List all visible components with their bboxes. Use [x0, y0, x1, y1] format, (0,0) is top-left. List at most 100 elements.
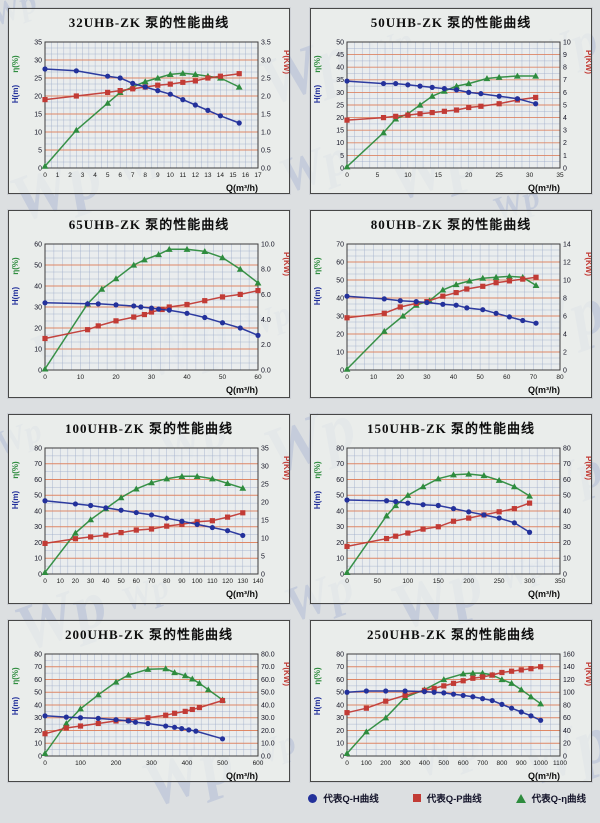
svg-text:60: 60	[563, 477, 571, 484]
svg-text:5: 5	[563, 102, 567, 109]
svg-text:60: 60	[34, 241, 42, 248]
svg-text:200: 200	[463, 578, 474, 585]
svg-text:11: 11	[179, 172, 186, 179]
svg-text:30: 30	[148, 374, 156, 381]
svg-text:3.5: 3.5	[261, 39, 271, 46]
svg-text:0: 0	[345, 760, 349, 767]
qeta-legend-label: 代表Q-η曲线	[531, 794, 586, 805]
qp-legend-label: 代表Q-P曲线	[426, 794, 482, 805]
svg-text:0: 0	[340, 165, 344, 172]
svg-text:20: 20	[563, 540, 571, 547]
svg-text:0: 0	[340, 571, 344, 578]
svg-text:10: 10	[336, 741, 344, 748]
svg-text:70: 70	[336, 664, 344, 671]
svg-text:35: 35	[261, 445, 269, 452]
svg-text:0.0: 0.0	[261, 753, 271, 760]
eta-axis-label: η(%)	[313, 257, 322, 275]
chart-title: 250UHB-ZK 泵的性能曲线	[366, 627, 536, 642]
svg-text:30: 30	[34, 57, 42, 64]
flow-axis-label: Q(m³/h)	[226, 385, 258, 395]
flow-axis-label: Q(m³/h)	[528, 183, 560, 193]
svg-text:7: 7	[131, 172, 135, 179]
svg-text:0: 0	[43, 374, 47, 381]
svg-text:6: 6	[563, 313, 567, 320]
svg-text:0: 0	[38, 165, 42, 172]
svg-text:17: 17	[254, 172, 262, 179]
svg-text:25: 25	[496, 172, 504, 179]
svg-text:30: 30	[563, 524, 571, 531]
eta-axis-label: η(%)	[313, 55, 322, 73]
svg-text:15: 15	[261, 517, 269, 524]
svg-text:20: 20	[336, 728, 344, 735]
svg-text:1000: 1000	[533, 760, 548, 767]
svg-text:40.0: 40.0	[261, 702, 275, 709]
svg-text:30: 30	[526, 172, 534, 179]
chart-card: 80UHB-ZK 泵的性能曲线 0 10 20 30 40 50 60 70 80 0 10 20 30 4…	[310, 210, 592, 398]
svg-text:1.0: 1.0	[261, 129, 271, 136]
svg-text:14: 14	[217, 172, 225, 179]
svg-text:60: 60	[503, 374, 511, 381]
svg-text:10.0: 10.0	[261, 241, 275, 248]
svg-text:70: 70	[34, 461, 42, 468]
svg-text:30: 30	[87, 578, 95, 585]
svg-text:600: 600	[253, 760, 264, 767]
svg-text:80: 80	[563, 445, 571, 452]
eta-axis-label: η(%)	[11, 461, 20, 479]
svg-text:8: 8	[143, 172, 147, 179]
svg-text:25: 25	[261, 481, 269, 488]
svg-text:7: 7	[563, 77, 567, 84]
svg-text:16: 16	[242, 172, 250, 179]
svg-text:900: 900	[516, 760, 527, 767]
page: 32UHB-ZK 泵的性能曲线 0 1 2 3 4 5 6 7 8 9 10 11 12 13 14 15 16 1…	[8, 8, 592, 805]
chart-card: 250UHB-ZK 泵的性能曲线 0 100 200 300 400 500 600 700 80…	[310, 620, 592, 782]
chart-canvas: 0 10 20 30 40 50 6001020304050600.02.04.06.08.…	[11, 241, 289, 395]
svg-text:30: 30	[423, 374, 431, 381]
svg-text:140: 140	[563, 664, 575, 671]
svg-text:0: 0	[340, 753, 344, 760]
svg-text:8: 8	[563, 65, 567, 72]
svg-text:40: 40	[563, 728, 571, 735]
svg-text:0: 0	[563, 165, 567, 172]
qp-square-marker-icon	[412, 794, 421, 802]
svg-text:40: 40	[34, 702, 42, 709]
svg-text:10: 10	[77, 374, 85, 381]
svg-text:20: 20	[336, 540, 344, 547]
svg-text:0: 0	[345, 374, 349, 381]
svg-text:50: 50	[117, 578, 125, 585]
svg-text:0: 0	[340, 367, 344, 374]
svg-text:10: 10	[563, 39, 571, 46]
chart-canvas: 0 10 20 30 40 50 60 70 8001020304050607002468101…	[313, 241, 592, 395]
svg-text:0: 0	[38, 571, 42, 578]
svg-text:8: 8	[563, 295, 567, 302]
svg-text:6: 6	[118, 172, 122, 179]
svg-text:300: 300	[400, 760, 411, 767]
svg-text:3: 3	[563, 128, 567, 135]
svg-text:50: 50	[34, 262, 42, 269]
svg-text:6: 6	[563, 90, 567, 97]
chart-card: 150UHB-ZK 泵的性能曲线 0 50 100 150 200 250 300 350 0 10…	[310, 414, 592, 604]
power-axis-label: P(KW)	[584, 252, 592, 276]
svg-text:50.0: 50.0	[261, 690, 275, 697]
power-axis-label: P(KW)	[584, 50, 592, 74]
svg-text:30: 30	[336, 313, 344, 320]
eta-axis-label: η(%)	[11, 667, 20, 685]
qh-circle-marker-icon	[308, 793, 318, 803]
svg-text:50: 50	[336, 277, 344, 284]
svg-text:0: 0	[38, 753, 42, 760]
svg-text:80: 80	[556, 374, 564, 381]
chart-canvas: 0 5 10 15 20 25 30 3505101520253035404550012345…	[313, 39, 592, 193]
svg-text:10: 10	[563, 556, 571, 563]
chart-card: 200UHB-ZK 泵的性能曲线 0 100 200 300 400 500 600 0 10 20…	[8, 620, 290, 782]
svg-text:15: 15	[229, 172, 237, 179]
svg-text:40: 40	[336, 508, 344, 515]
svg-text:20: 20	[34, 93, 42, 100]
svg-text:1: 1	[563, 153, 567, 160]
svg-text:40: 40	[102, 578, 110, 585]
svg-text:70: 70	[336, 241, 344, 248]
flow-axis-label: Q(m³/h)	[528, 771, 560, 781]
svg-text:50: 50	[336, 493, 344, 500]
chart-title: 80UHB-ZK 泵的性能曲线	[370, 217, 532, 232]
svg-text:120: 120	[222, 578, 233, 585]
svg-text:70: 70	[336, 461, 344, 468]
svg-text:10: 10	[57, 578, 65, 585]
